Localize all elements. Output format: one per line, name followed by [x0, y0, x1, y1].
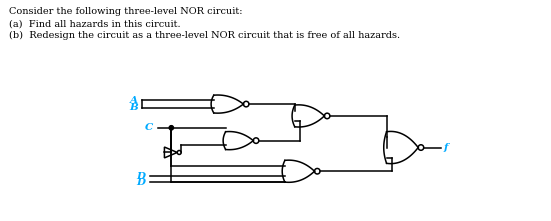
Circle shape: [169, 126, 174, 130]
Text: (b)  Redesign the circuit as a three-level NOR circuit that is free of all hazar: (b) Redesign the circuit as a three-leve…: [9, 31, 401, 40]
Text: C: C: [145, 123, 154, 132]
Text: B: B: [129, 103, 138, 112]
Text: D: D: [137, 171, 145, 181]
Text: A: A: [129, 96, 138, 105]
Text: Consider the following three-level NOR circuit:: Consider the following three-level NOR c…: [9, 7, 243, 16]
Text: f: f: [444, 143, 448, 152]
Text: (a)  Find all hazards in this circuit.: (a) Find all hazards in this circuit.: [9, 19, 181, 28]
Text: D: D: [137, 178, 145, 187]
